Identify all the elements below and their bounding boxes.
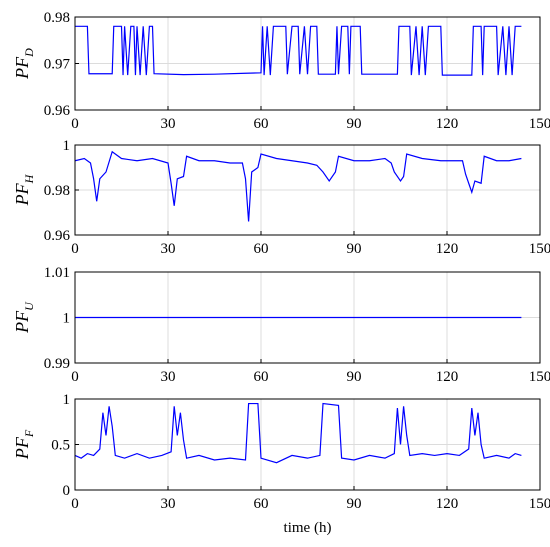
- x-tick-label: 90: [347, 496, 362, 512]
- x-tick-label: 120: [436, 241, 459, 257]
- x-tick-label: 90: [347, 369, 362, 385]
- y-label-main: PF: [12, 56, 32, 80]
- y-axis-label: PFU: [12, 301, 36, 334]
- y-label-main: PF: [12, 436, 32, 460]
- x-tick-label: 90: [347, 116, 362, 132]
- y-tick-label: 0.96: [44, 228, 71, 244]
- x-tick-label: 60: [254, 369, 269, 385]
- y-label-main: PF: [12, 182, 32, 206]
- axes-frame: [74, 16, 541, 111]
- x-tick-label: 150: [529, 496, 550, 512]
- x-tick-label: 150: [529, 241, 550, 257]
- y-axis-label: PFF: [12, 429, 36, 460]
- x-tick-label: 120: [436, 496, 459, 512]
- x-tick-label: 90: [347, 241, 362, 257]
- subplot: 0 30 60 90 120 150 0.96 0.98 1 PFH: [12, 138, 550, 257]
- y-tick-label: 0: [63, 483, 71, 499]
- x-tick-label: 30: [161, 241, 176, 257]
- x-tick-label: 60: [254, 116, 269, 132]
- y-tick-label: 0.5: [51, 438, 70, 454]
- y-tick-label: 0.98: [44, 183, 70, 199]
- x-tick-label: 150: [529, 369, 550, 385]
- axes-frame: [74, 398, 541, 491]
- x-tick-label: 60: [254, 241, 269, 257]
- x-tick-label: 0: [71, 369, 79, 385]
- y-label-subscript: D: [22, 48, 36, 58]
- x-tick-label: 30: [161, 369, 176, 385]
- x-tick-label: 0: [71, 496, 79, 512]
- x-tick-label: 60: [254, 496, 269, 512]
- y-tick-label: 1: [63, 138, 71, 154]
- y-axis-label: PFH: [12, 173, 36, 206]
- y-tick-label: 1: [63, 311, 71, 327]
- x-tick-label: 120: [436, 116, 459, 132]
- y-tick-label: 0.97: [44, 57, 71, 73]
- x-tick-label: 120: [436, 369, 459, 385]
- y-label-main: PF: [12, 310, 32, 334]
- axes-frame: [74, 144, 541, 236]
- x-tick-label: 150: [529, 116, 550, 132]
- y-axis-label: PFD: [12, 48, 36, 80]
- axes-frame: [74, 271, 541, 364]
- subplot: 0 30 60 90 120 150 0.96 0.97 0.98 PFD: [12, 10, 550, 132]
- x-tick-label: 30: [161, 496, 176, 512]
- y-tick-label: 0.98: [44, 10, 70, 26]
- data-line: [75, 25, 522, 76]
- y-label-subscript: F: [22, 429, 36, 438]
- y-label-subscript: U: [22, 301, 36, 311]
- y-tick-label: 1: [63, 392, 71, 408]
- subplot: 0 30 60 90 120 150 0.99 1 1.01 PFU: [12, 265, 550, 385]
- x-tick-label: 0: [71, 241, 79, 257]
- y-label-subscript: H: [22, 173, 36, 184]
- x-tick-label: 0: [71, 116, 79, 132]
- x-axis-label: time (h): [284, 520, 332, 536]
- data-line: [74, 150, 522, 222]
- data-line: [74, 402, 522, 464]
- x-tick-label: 30: [161, 116, 176, 132]
- y-tick-label: 1.01: [44, 265, 70, 281]
- y-tick-label: 0.99: [44, 356, 70, 372]
- y-tick-label: 0.96: [44, 103, 71, 119]
